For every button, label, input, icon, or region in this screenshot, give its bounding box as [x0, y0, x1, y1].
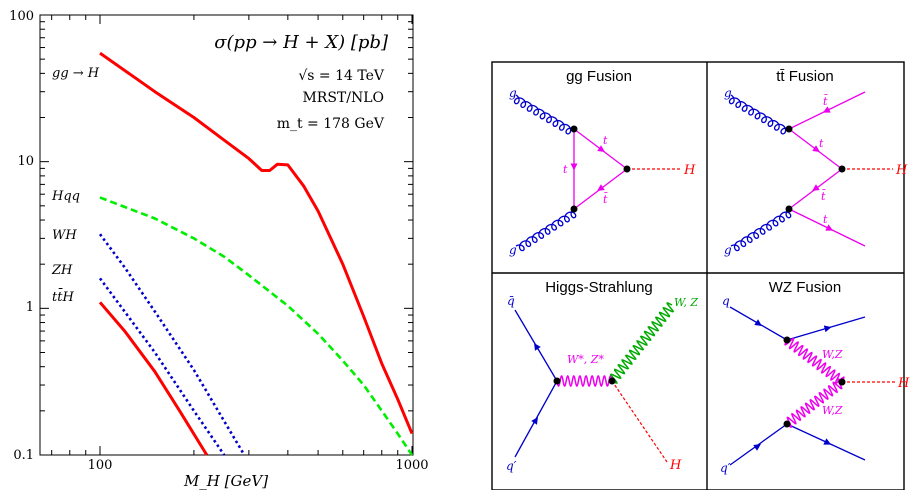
fermion-arrow — [812, 184, 820, 191]
series-label-hqq: Hqq — [51, 189, 80, 204]
vertex — [783, 420, 791, 428]
label-gluon: g — [724, 243, 732, 257]
gluon-line — [515, 208, 577, 252]
label-top: t — [823, 213, 828, 226]
gluon-line — [730, 208, 792, 252]
y-tick-label-100: 100 — [9, 9, 34, 24]
fermion-arrow — [754, 319, 762, 326]
series-label-gg-h: gg → H — [52, 66, 100, 81]
label-top: t — [603, 134, 608, 147]
label-quark: q — [722, 294, 730, 308]
series-line-1 — [99, 196, 414, 456]
quark-line — [514, 380, 558, 458]
label-gluon: g — [509, 243, 517, 257]
vertex — [570, 125, 578, 133]
vertex — [608, 377, 616, 385]
label-quark: q′ — [720, 461, 731, 475]
label-higgs: H — [683, 163, 696, 178]
diagram-title-tt-fusion: tt̄ Fusion — [776, 68, 834, 85]
plot-frame — [39, 14, 414, 456]
vertex — [838, 165, 846, 173]
label-higgs: H — [669, 458, 682, 473]
y-tick-label-0.1: 0.1 — [13, 448, 34, 463]
label-antitop: t̄ — [821, 190, 826, 203]
label-boson: W,Z — [822, 348, 843, 361]
quark-line — [729, 423, 788, 466]
series-label-zh: ZH — [51, 263, 73, 278]
chart-title: σ(pp → H + X) [pb] — [214, 32, 389, 53]
diagram-title-gg-fusion: gg Fusion — [566, 68, 632, 85]
gluon-line — [728, 94, 790, 135]
fermion-arrow — [597, 184, 605, 191]
vertex — [785, 125, 793, 133]
vertex — [570, 205, 578, 213]
label-top: t — [563, 163, 568, 176]
boson-line — [786, 378, 843, 428]
y-tick-label-10: 10 — [17, 154, 34, 169]
fermion-arrow — [825, 224, 834, 231]
series-label-tth: tt̄H — [52, 288, 74, 305]
label-virtual-boson: W*, Z* — [567, 353, 604, 366]
label-higgs: H — [897, 376, 910, 391]
diagram-title-higgs-strahlung: Higgs-Strahlung — [545, 279, 653, 296]
diagram-higgs-strahlung: Higgs-Strahlung q̄ q′ W*, Z* W, Z H — [506, 279, 698, 473]
label-antitop: t̄ — [603, 193, 608, 206]
label-gluon: g — [509, 86, 517, 100]
label-quark: q′ — [506, 459, 517, 473]
fermion-arrow — [822, 106, 831, 113]
label-higgs: H — [895, 163, 908, 178]
fermion-arrow — [597, 145, 605, 152]
label-gluon: g — [724, 86, 732, 100]
vertex — [623, 165, 631, 173]
higgs-line — [611, 380, 668, 463]
label-boson: W,Z — [822, 404, 843, 417]
cross-section-chart: 100 10 1 0.1 100 1000 M_H [GeV] σ(pp → H… — [9, 9, 428, 490]
fermion-arrow — [534, 343, 541, 351]
diagram-gg-fusion: gg Fusion g g t t t̄ H — [509, 68, 696, 257]
annotation-top-mass: m_t = 178 GeV — [277, 116, 385, 132]
vertex — [553, 377, 561, 385]
series-layer — [98, 51, 414, 456]
diagram-frame — [491, 61, 905, 490]
vertex — [838, 378, 846, 386]
series-label-wh: WH — [52, 228, 77, 243]
x-axis-label: M_H [GeV] — [183, 472, 268, 490]
boson-line — [609, 302, 675, 384]
feynman-diagrams: gg Fusion g g t t t̄ H tt̄ Fusion — [491, 61, 910, 490]
fermion-arrow — [531, 417, 538, 425]
boson-line — [556, 375, 613, 387]
series-line-0 — [99, 51, 414, 435]
axis-ticks — [40, 15, 413, 456]
annotation-pdf: MRST/NLO — [302, 90, 384, 106]
label-boson: W, Z — [674, 296, 698, 309]
fermion-arrow — [823, 438, 832, 445]
vertex — [785, 205, 793, 213]
label-top: t — [819, 137, 824, 150]
boson-line — [784, 337, 845, 385]
series-line-4 — [98, 301, 209, 456]
series-line-2 — [98, 233, 246, 456]
series-line-3 — [98, 277, 226, 456]
diagram-tt-fusion: tt̄ Fusion g g t̄ t t̄ t H — [724, 68, 908, 257]
gluon-line — [513, 94, 575, 135]
quark-line — [514, 309, 558, 382]
vertex — [783, 336, 791, 344]
x-tick-label-1000: 1000 — [395, 458, 428, 473]
fermion-arrow — [753, 444, 761, 451]
fermion-arrow — [823, 325, 832, 333]
label-antiquark: q̄ — [507, 294, 515, 308]
annotation-energy: √s = 14 TeV — [298, 68, 385, 84]
y-tick-label-1: 1 — [26, 300, 34, 315]
label-antitop: t̄ — [823, 95, 828, 108]
fermion-arrow — [812, 145, 820, 152]
diagram-wz-fusion: WZ Fusion q q′ W,Z W,Z H — [720, 279, 910, 475]
diagram-title-wz-fusion: WZ Fusion — [769, 279, 842, 296]
x-tick-label-100: 100 — [88, 458, 113, 473]
